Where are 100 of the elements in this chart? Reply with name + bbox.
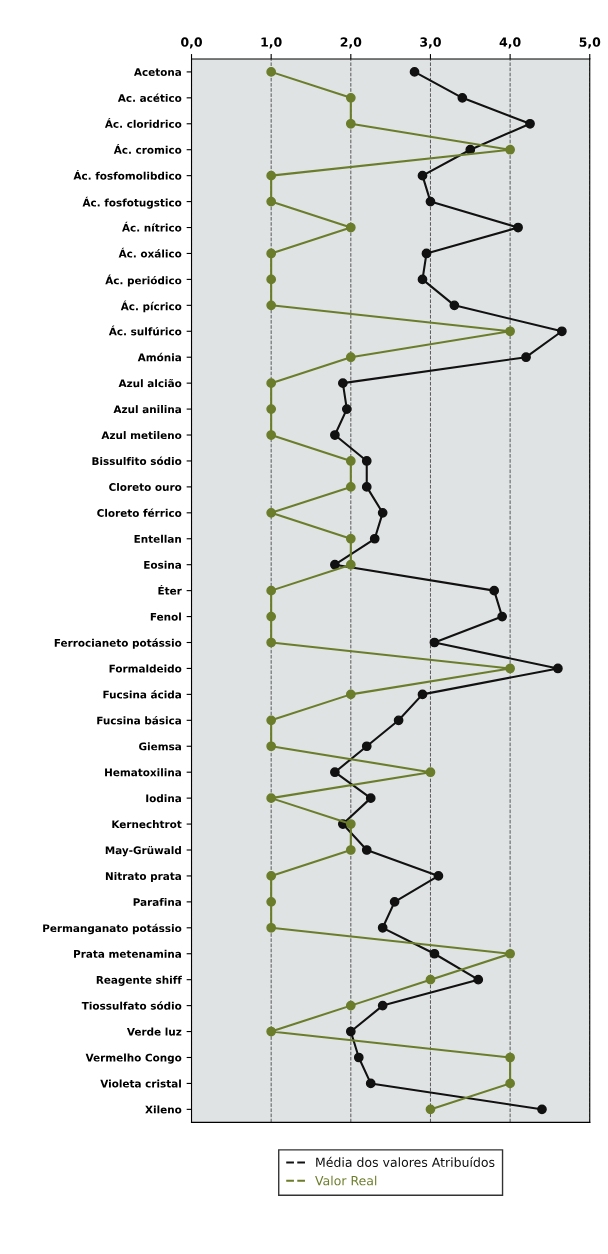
point bbox=[345, 845, 356, 855]
point bbox=[365, 793, 376, 803]
point bbox=[266, 274, 277, 285]
point bbox=[417, 274, 428, 285]
point bbox=[505, 1078, 515, 1089]
y-tick-label: Ác. sulfúrico bbox=[108, 325, 182, 336]
point bbox=[425, 1104, 436, 1115]
point bbox=[421, 248, 432, 259]
y-tick-label: Acetona bbox=[133, 68, 181, 77]
point bbox=[266, 378, 277, 389]
y-tick-label: Tiossulfato sódio bbox=[81, 1001, 182, 1010]
point bbox=[345, 352, 356, 363]
y-tick-label: Azul metileno bbox=[101, 431, 182, 440]
y-tick-label: Ác. oxálico bbox=[118, 247, 182, 258]
point bbox=[266, 1026, 277, 1037]
point bbox=[513, 222, 523, 233]
y-tick-label: Reagente shiff bbox=[96, 975, 182, 986]
y-tick-label: Fucsina básica bbox=[97, 715, 181, 725]
y-tick-label: Giemsa bbox=[139, 742, 181, 751]
y-tick-label: Entellan bbox=[134, 534, 181, 543]
x-tick-label: 1,0 bbox=[261, 37, 282, 49]
x-tick-label: 0,0 bbox=[181, 37, 202, 49]
point bbox=[266, 871, 277, 881]
y-tick-label: Bissulfito sódio bbox=[92, 456, 182, 466]
point bbox=[525, 118, 535, 129]
y-tick-label: Ác. cloridrico bbox=[104, 118, 182, 128]
y-tick-label: Amónia bbox=[137, 352, 181, 362]
point bbox=[266, 585, 277, 596]
y-tick-label: Permanganato potássio bbox=[43, 923, 182, 935]
point bbox=[417, 689, 428, 700]
point bbox=[393, 715, 404, 726]
point bbox=[266, 611, 277, 622]
point bbox=[537, 1104, 547, 1115]
y-tick-label: Hematoxilina bbox=[105, 768, 181, 777]
point bbox=[266, 637, 277, 648]
point bbox=[361, 456, 372, 466]
point bbox=[345, 1026, 356, 1037]
point bbox=[345, 482, 356, 492]
point bbox=[425, 196, 436, 207]
point bbox=[345, 533, 356, 544]
point bbox=[266, 715, 277, 726]
point bbox=[361, 741, 372, 752]
y-tick-label: Azul anilina bbox=[113, 405, 181, 414]
x-tick-label: 2,0 bbox=[340, 37, 362, 49]
point bbox=[345, 559, 356, 570]
legend-label: Média dos valores Atribuídos bbox=[316, 1156, 495, 1168]
y-tick-label: Formaldeido bbox=[109, 664, 182, 673]
point bbox=[505, 948, 515, 959]
point bbox=[409, 67, 420, 77]
point bbox=[266, 170, 277, 181]
point bbox=[449, 300, 460, 311]
y-tick-label: Cloreto ouro bbox=[109, 482, 182, 491]
y-tick-label: Ác. cromico bbox=[113, 144, 182, 154]
y-tick-label: Iodina bbox=[146, 794, 181, 803]
point bbox=[557, 326, 567, 337]
point bbox=[429, 948, 440, 959]
point bbox=[345, 222, 356, 233]
point bbox=[266, 507, 277, 518]
y-tick-label: Ác. pícrico bbox=[120, 300, 182, 313]
point bbox=[417, 170, 428, 181]
point bbox=[361, 845, 372, 855]
point bbox=[337, 378, 348, 389]
point bbox=[266, 897, 277, 907]
point bbox=[433, 871, 444, 881]
point bbox=[266, 741, 277, 752]
y-tick-label: Kernechtrot bbox=[112, 820, 182, 829]
point bbox=[377, 922, 388, 933]
point bbox=[345, 819, 356, 829]
point bbox=[505, 1052, 515, 1063]
point bbox=[505, 663, 515, 674]
point bbox=[266, 430, 277, 440]
point bbox=[389, 897, 400, 907]
point bbox=[266, 248, 277, 259]
x-tick-label: 3,0 bbox=[420, 37, 441, 49]
point bbox=[266, 300, 277, 311]
point bbox=[345, 92, 356, 103]
y-tick-label: Parafina bbox=[133, 897, 181, 906]
y-tick-label: Xileno bbox=[145, 1105, 182, 1114]
y-tick-label: Fenol bbox=[150, 612, 181, 621]
point bbox=[505, 326, 515, 337]
y-tick-label: Ác. fosfomolibdico bbox=[73, 169, 182, 180]
point bbox=[330, 430, 340, 440]
point bbox=[330, 559, 340, 570]
point bbox=[497, 611, 508, 622]
point bbox=[365, 1078, 376, 1089]
x-tick-label: 4,0 bbox=[499, 37, 521, 49]
point bbox=[345, 689, 356, 700]
y-tick-label: Azul alcião bbox=[118, 379, 182, 388]
point bbox=[345, 118, 356, 129]
y-tick-label: Ác. nítrico bbox=[122, 221, 182, 232]
point bbox=[345, 456, 356, 466]
y-tick-label: May-Grüwald bbox=[105, 845, 181, 857]
point bbox=[425, 767, 436, 778]
point bbox=[553, 663, 563, 674]
y-tick-label: Vermelho Congo bbox=[85, 1053, 182, 1064]
point bbox=[377, 1000, 388, 1011]
y-tick-label: Ac. acético bbox=[117, 93, 182, 102]
point bbox=[345, 1000, 356, 1011]
point bbox=[266, 404, 277, 414]
point bbox=[361, 482, 372, 492]
